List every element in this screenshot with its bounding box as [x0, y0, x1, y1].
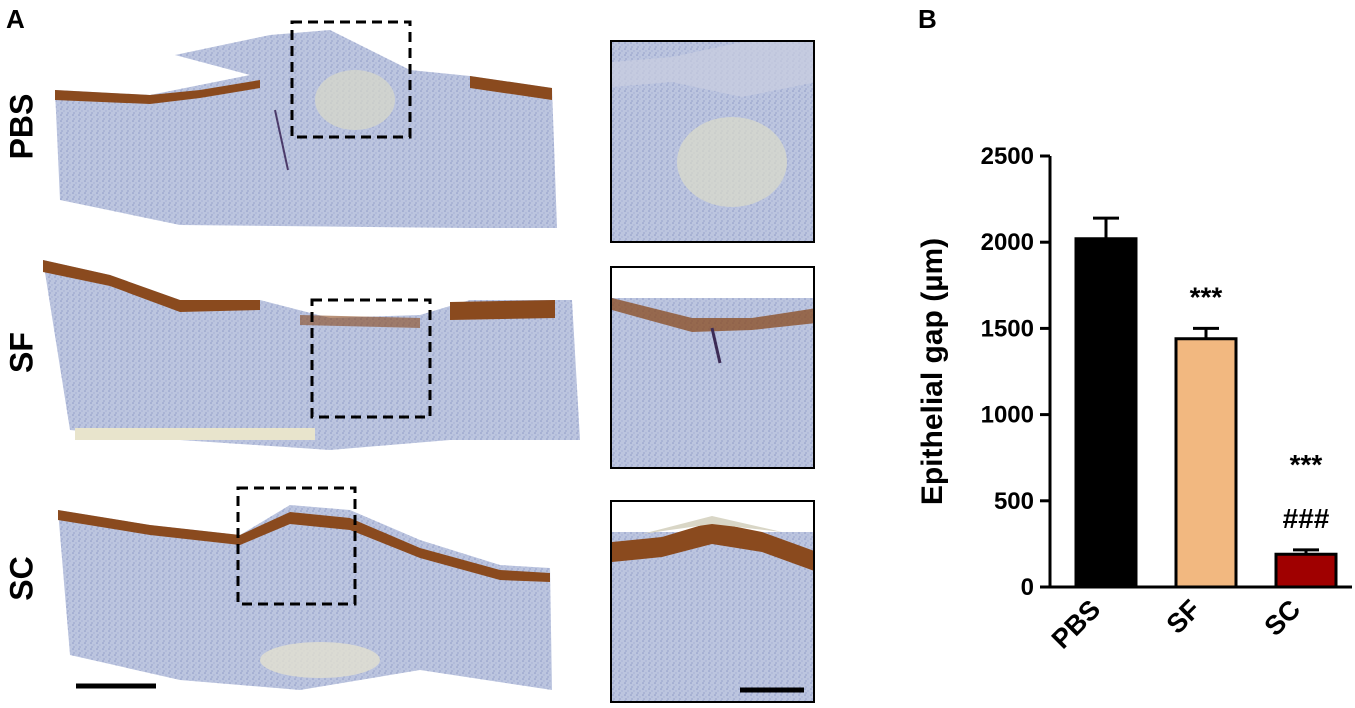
sf-epithelium-right — [450, 300, 555, 320]
bar-sc — [1274, 552, 1338, 589]
x-category-label: SC — [1259, 594, 1307, 642]
inset-pbs — [610, 40, 815, 243]
x-axis-labels: PBS SF SC — [1046, 594, 1306, 654]
panel-letter-b: B — [918, 4, 937, 34]
pbs-tissue-section — [55, 20, 557, 228]
pbs-zoom-box — [290, 20, 412, 139]
inset-sf — [610, 266, 815, 469]
significance-annotations: *** *** ### — [1190, 281, 1330, 534]
x-category-label: PBS — [1046, 594, 1106, 654]
significance-mark: *** — [1290, 449, 1323, 480]
y-tick-label: 1500 — [981, 315, 1034, 342]
epithelial-gap-chart: Epithelial gap (µm) 0 500 1000 1500 2000 2500… — [916, 143, 1352, 655]
y-tick-label: 1000 — [981, 402, 1034, 429]
pbs-stroma — [55, 30, 557, 228]
pbs-epithelium-right — [470, 76, 552, 100]
bar-sf — [1174, 337, 1238, 589]
sf-zoom-box — [310, 298, 432, 419]
sc-zoom-box — [236, 486, 357, 606]
panel-letter-a: A — [6, 4, 25, 34]
y-tick-label: 0 — [1021, 574, 1034, 601]
bars — [1074, 216, 1338, 589]
histology-sections — [43, 20, 580, 690]
x-category-label: SF — [1161, 594, 1207, 640]
significance-mark: ### — [1283, 503, 1330, 534]
bar-pbs — [1074, 237, 1138, 589]
y-tick-label: 2500 — [981, 143, 1034, 170]
sc-tissue-section — [58, 486, 552, 690]
sf-epithelium-left — [43, 260, 260, 312]
y-tick-label: 2000 — [981, 229, 1034, 256]
sf-tissue-section — [43, 260, 580, 450]
inset-sc — [610, 500, 815, 703]
y-tick-label: 500 — [994, 488, 1034, 515]
significance-mark: *** — [1190, 281, 1223, 312]
pbs-epithelium-left — [55, 80, 260, 104]
sc-epithelium — [58, 510, 550, 582]
y-axis-label: Epithelial gap (µm) — [916, 238, 949, 505]
